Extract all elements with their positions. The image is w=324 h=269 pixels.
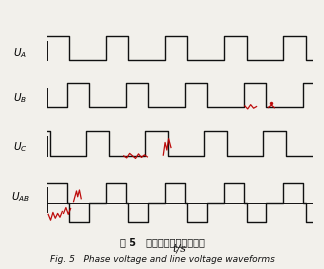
Text: $U_{AB}$: $U_{AB}$ [11, 190, 30, 204]
Text: Fig. 5   Phase voltage and line voltage waveforms: Fig. 5 Phase voltage and line voltage wa… [50, 255, 274, 264]
Text: $U_A$: $U_A$ [13, 47, 28, 60]
Text: $U_B$: $U_B$ [13, 91, 28, 105]
Text: 图 5   相电压及线电压波形图: 图 5 相电压及线电压波形图 [120, 237, 204, 247]
Text: $U_C$: $U_C$ [13, 140, 28, 154]
Text: t/s: t/s [173, 243, 187, 253]
